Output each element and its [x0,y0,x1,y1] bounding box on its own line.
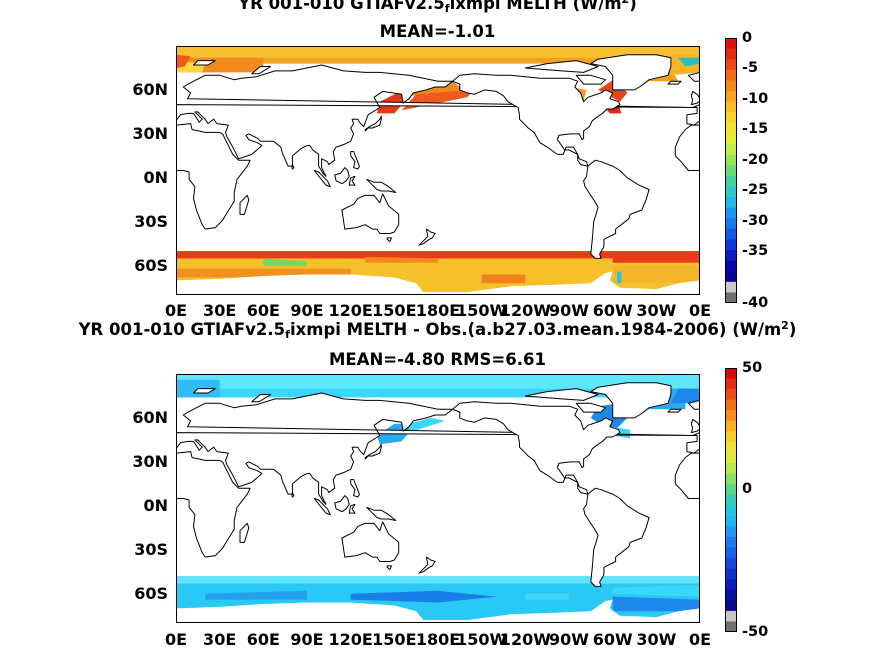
x-tick-label: 60E [246,630,280,649]
colorbar-tick-label: -10 [742,90,769,107]
x-tick-label: 150W [456,630,508,649]
x-tick-label: 180E [415,301,461,320]
x-tick-label: 60W [592,301,633,320]
panel1-title: YR 001-010 GTIAFv2.5fixmpi MELTH (W/m2) [238,0,637,15]
y-tick-label: 30N [132,451,168,471]
x-tick-label: 120E [328,630,373,649]
colorbar-tick-label: -25 [742,182,769,199]
panel2-map [176,374,700,623]
x-tick-label: 90W [549,301,589,320]
panel2-title: YR 001-010 GTIAFv2.5fixmpi MELTH - Obs.(… [78,319,797,341]
x-tick-label: 30W [636,301,677,320]
x-tick-label: 60W [592,630,633,649]
x-tick-label: 60E [246,301,280,320]
y-tick-label: 30N [132,123,168,143]
colorbar-tick-label: -40 [742,295,769,311]
x-tick-label: 0E [688,301,712,320]
y-tick-label: 60S [134,255,168,275]
y-tick-label: 0N [143,167,168,187]
x-tick-label: 0E [164,630,188,649]
y-tick-label: 60N [132,79,168,99]
colorbar-tick-label: -30 [742,212,769,229]
colorbar-tick-label: 50 [742,360,763,376]
x-tick-label: 0E [164,301,188,320]
panel2-colorbar [725,368,737,632]
panel1-map [176,46,700,295]
x-tick-label: 90E [290,301,324,320]
y-tick-label: 30S [134,539,168,559]
colorbar-tick-label: -5 [742,60,759,77]
x-tick-label: 30W [636,630,677,649]
y-tick-label: 0N [143,495,168,515]
y-tick-label: 30S [134,211,168,231]
panel2-x-axis: 0E 30E 60E 90E 120E 150E 180E 150W 120W 90W 60W 30W… [162,631,722,651]
panel1-mean: MEAN=-1.01 [379,22,496,41]
x-tick-label: 90E [290,630,324,649]
colorbar-tick-label: -35 [742,243,769,260]
panel1-x-axis: 0E 30E 60E 90E 120E 150E 180E 150W 120W 90W 60W 30W… [162,302,722,322]
panel2-mean: MEAN=-4.80 RMS=6.61 [329,350,546,369]
panel1-colorbar [725,38,737,303]
colorbar-tick-label: 0 [742,481,753,498]
x-tick-label: 180E [415,630,461,649]
x-tick-label: 150E [372,630,417,649]
x-tick-label: 150E [372,301,417,320]
colorbar-tick-label: -50 [742,624,769,640]
colorbar-tick-label: -20 [742,151,769,168]
y-tick-label: 60N [132,407,168,427]
x-tick-label: 90W [549,630,589,649]
x-tick-label: 120W [499,301,551,320]
x-tick-label: 120E [328,301,373,320]
x-tick-label: 120W [499,630,551,649]
colorbar-tick-label: 0 [742,30,753,46]
y-tick-label: 60S [134,583,168,603]
x-tick-label: 30E [203,630,237,649]
x-tick-label: 0E [688,630,712,649]
x-tick-label: 30E [203,301,237,320]
colorbar-tick-label: -15 [742,121,769,138]
x-tick-label: 150W [456,301,508,320]
